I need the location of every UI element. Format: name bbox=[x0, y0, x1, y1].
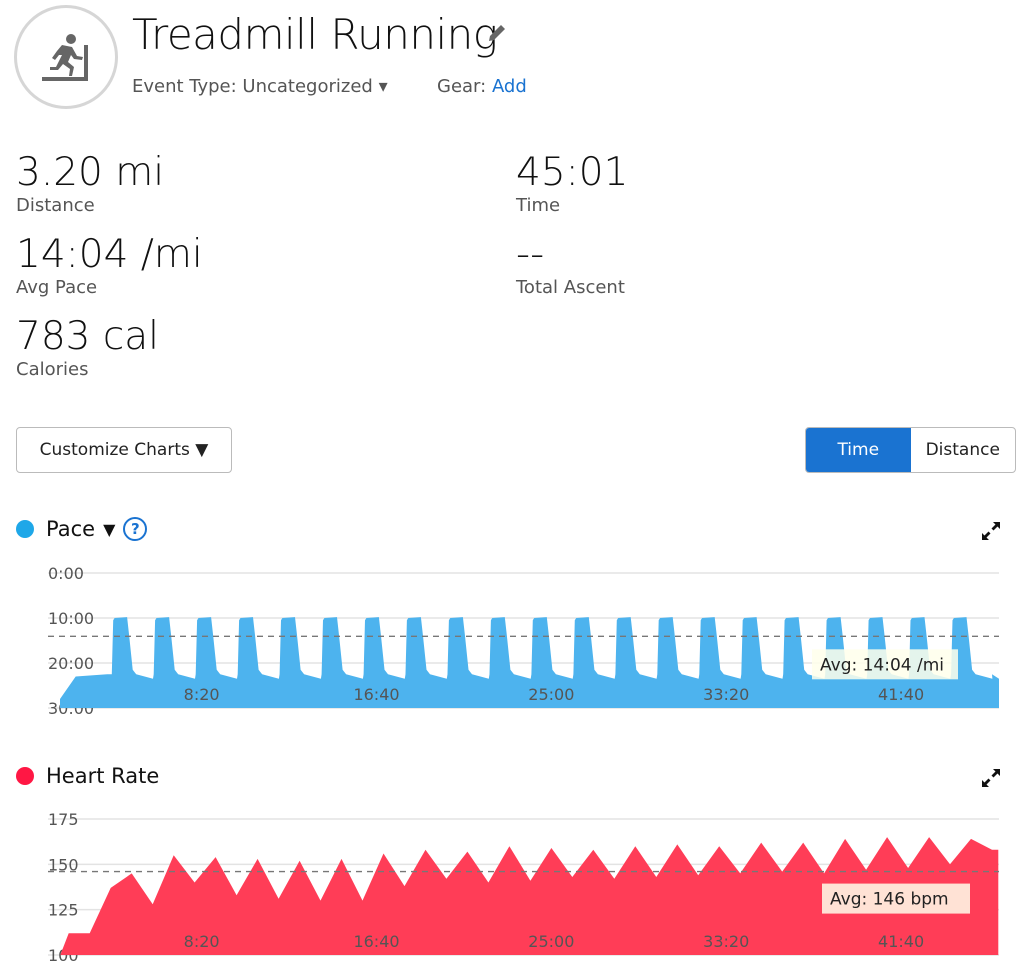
stat-value: 3.20 mi bbox=[16, 150, 165, 195]
stat-label: Distance bbox=[16, 195, 95, 216]
y-tick-label: 20:00 bbox=[48, 654, 94, 673]
x-tick-label: 16:40 bbox=[353, 932, 399, 951]
distance-toggle-button[interactable]: Distance bbox=[925, 440, 1000, 460]
stat-value: 45:01 bbox=[516, 150, 629, 195]
add-gear-link[interactable]: Add bbox=[491, 76, 527, 97]
expand-hr-chart-icon[interactable] bbox=[980, 767, 1002, 793]
stat-label: Total Ascent bbox=[516, 277, 625, 298]
average-label-bg bbox=[822, 883, 970, 914]
help-icon[interactable]: ? bbox=[123, 517, 148, 541]
average-label: Avg: 14:04 /mi bbox=[820, 655, 944, 675]
x-tick-label: 8:20 bbox=[184, 932, 220, 951]
edit-title-pencil-icon[interactable] bbox=[486, 22, 508, 48]
stat-total-ascent: -- Total Ascent bbox=[516, 232, 625, 298]
event-type-dropdown[interactable]: Event Type: Uncategorized ▾ bbox=[132, 76, 388, 97]
hr-chart-title: Heart Rate bbox=[46, 764, 160, 788]
stat-avg-pace: 14:04 /mi Avg Pace bbox=[16, 232, 203, 298]
x-tick-label: 25:00 bbox=[528, 685, 574, 704]
activity-title: Treadmill Running bbox=[132, 10, 498, 59]
average-label: Avg: 146 bpm bbox=[830, 890, 949, 910]
series-area bbox=[60, 837, 999, 955]
pace-legend-dot bbox=[16, 520, 34, 538]
expand-pace-chart-icon[interactable] bbox=[980, 520, 1002, 546]
pace-chart-header: Pace ▼ ? bbox=[16, 517, 148, 541]
y-tick-label: 150 bbox=[48, 855, 79, 874]
time-toggle-button[interactable]: Time bbox=[806, 428, 911, 472]
x-tick-label: 33:20 bbox=[703, 932, 749, 951]
x-tick-label: 8:20 bbox=[184, 685, 220, 704]
event-type-label: Event Type: Uncategorized bbox=[132, 76, 373, 97]
hr-chart-header: Heart Rate bbox=[16, 764, 159, 788]
stat-calories: 783 cal Calories bbox=[16, 314, 159, 380]
x-tick-label: 16:40 bbox=[353, 685, 399, 704]
x-tick-label: 25:00 bbox=[528, 932, 574, 951]
activity-type-icon bbox=[14, 5, 118, 109]
pace-chart-title: Pace bbox=[46, 517, 96, 541]
customize-charts-button[interactable]: Customize Charts ▼ bbox=[16, 427, 232, 473]
hr-legend-dot bbox=[16, 767, 34, 785]
x-tick-label: 41:40 bbox=[878, 932, 924, 951]
x-axis-toggle: Time Distance bbox=[805, 427, 1016, 473]
y-tick-label: 0:00 bbox=[48, 564, 84, 583]
gear-label: Gear: bbox=[437, 76, 487, 97]
series-area bbox=[60, 617, 999, 708]
stat-label: Calories bbox=[16, 359, 89, 380]
y-tick-label: 10:00 bbox=[48, 609, 94, 628]
stat-distance: 3.20 mi Distance bbox=[16, 150, 164, 216]
x-tick-label: 33:20 bbox=[703, 685, 749, 704]
gear-field: Gear: Add bbox=[437, 76, 527, 97]
stat-value: 14:04 /mi bbox=[16, 232, 203, 277]
stat-label: Time bbox=[516, 195, 561, 216]
y-tick-label: 125 bbox=[48, 901, 79, 920]
x-tick-label: 41:40 bbox=[878, 685, 924, 704]
pace-dropdown-caret-icon[interactable]: ▼ bbox=[103, 519, 116, 539]
stat-value: -- bbox=[516, 232, 545, 277]
stat-value: 783 cal bbox=[16, 314, 160, 359]
average-label-bg bbox=[812, 649, 958, 680]
stat-label: Avg Pace bbox=[16, 277, 98, 298]
y-tick-label: 175 bbox=[48, 810, 79, 829]
stat-time: 45:01 Time bbox=[516, 150, 628, 216]
